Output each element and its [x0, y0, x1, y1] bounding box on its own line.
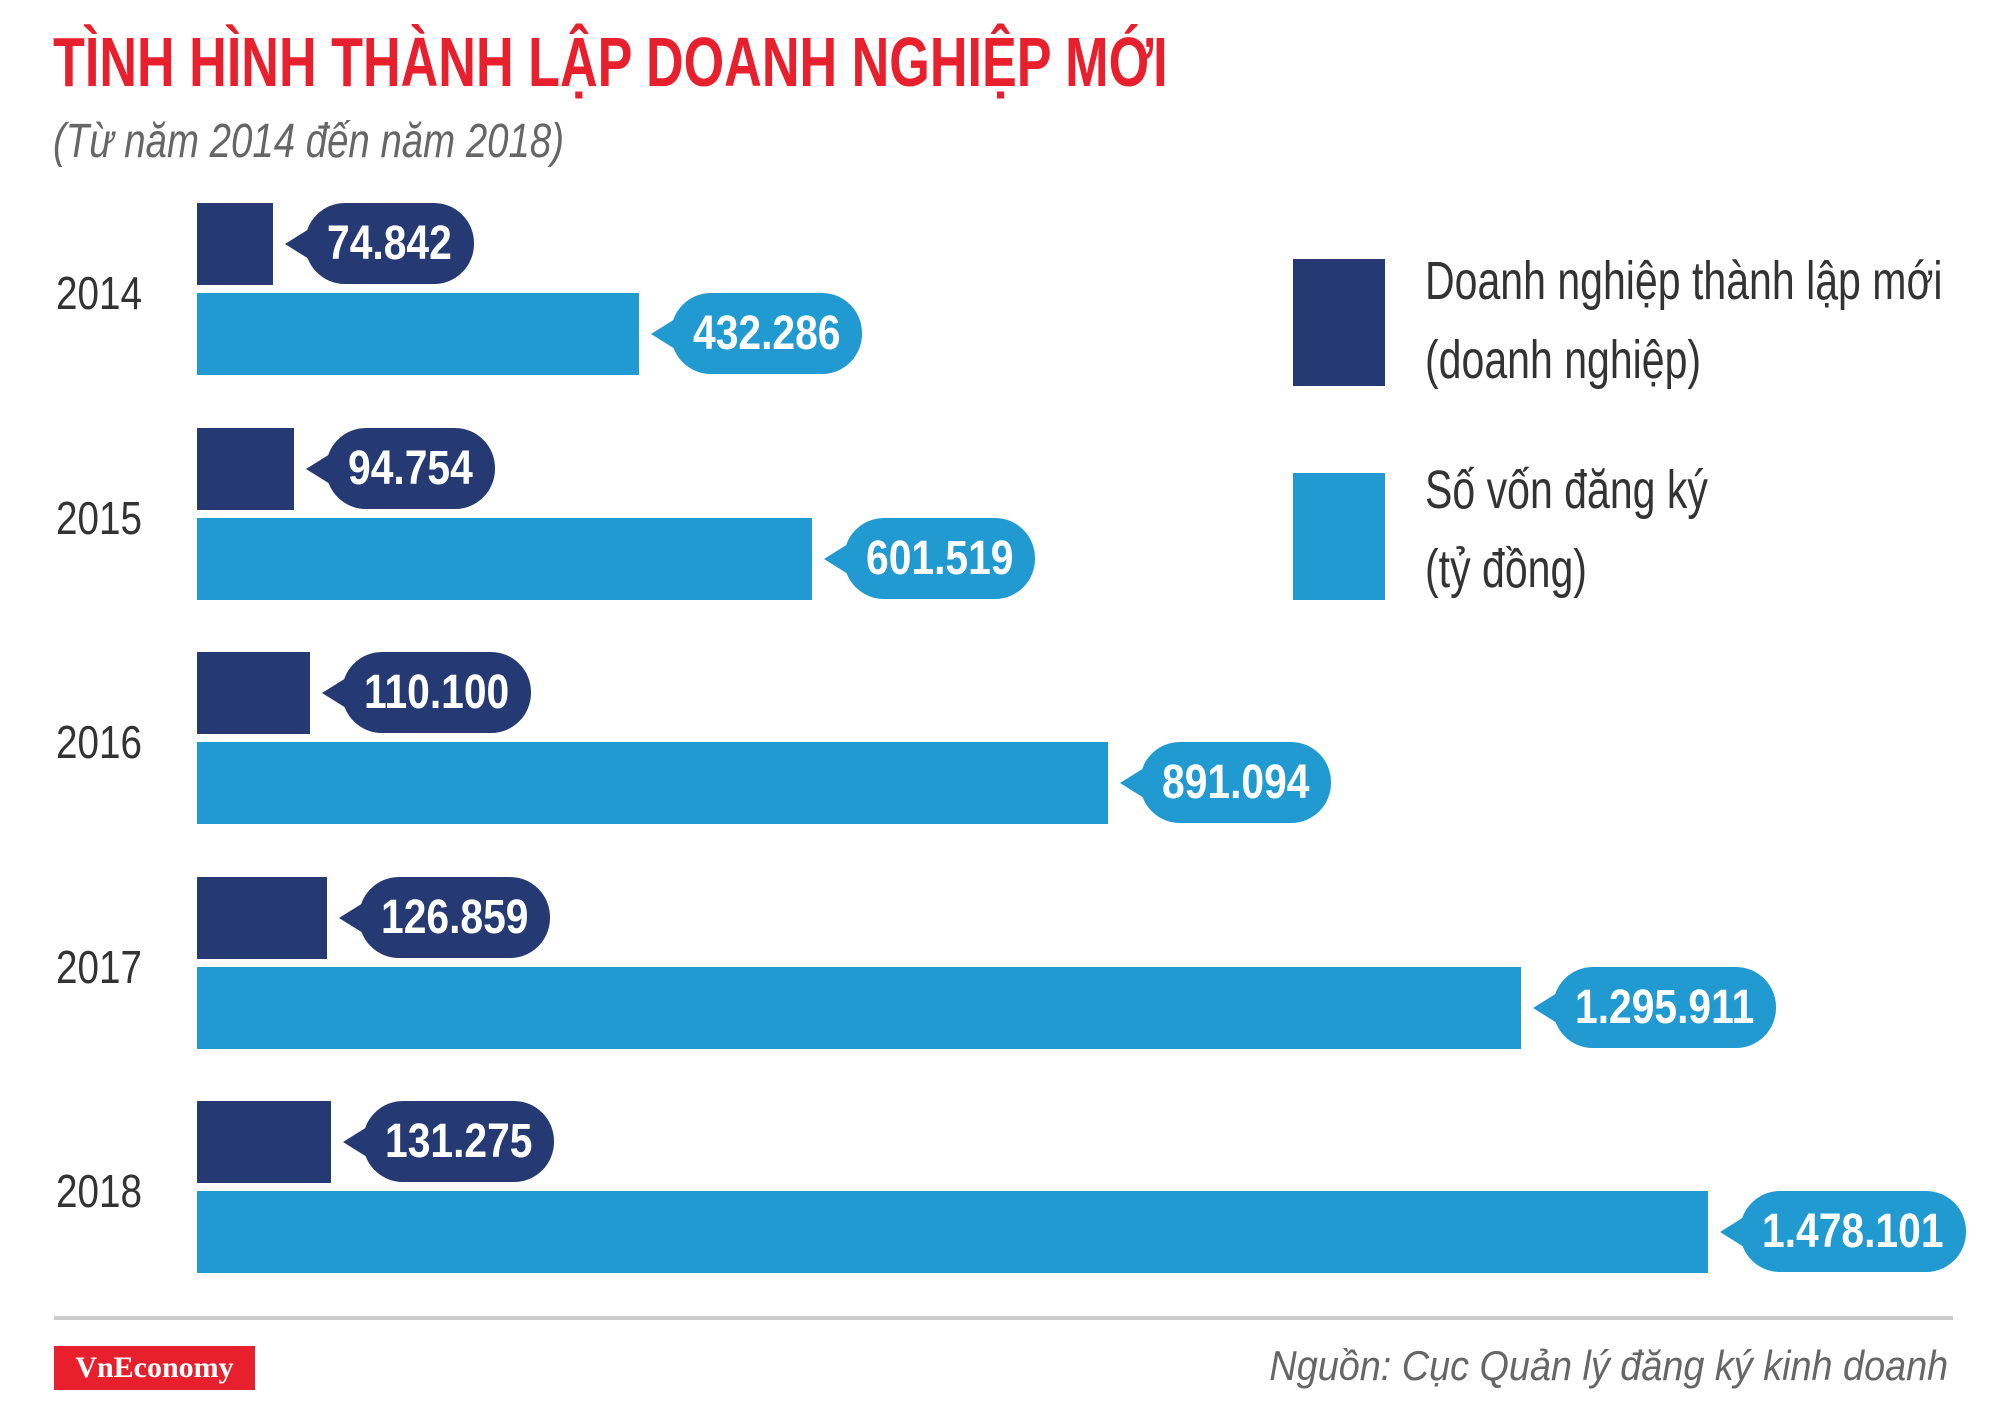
bar-registered-capital: [197, 966, 1521, 1049]
value-label-bubble: 1.478.101: [1720, 1191, 1966, 1272]
bubble-pointer: [306, 453, 330, 484]
source-note-text: Nguồn: Cục Quản lý đăng ký kinh doanh: [1269, 1342, 1948, 1389]
value-label-bubble: 432.286: [651, 293, 862, 374]
legend-line: (doanh nghiệp): [1425, 330, 1702, 390]
year-label-text: 2016: [56, 716, 142, 768]
value-label: 94.754: [348, 441, 473, 495]
value-label-bubble: 891.094: [1120, 742, 1331, 823]
legend-swatch-blue: [1293, 473, 1385, 600]
legend-label-new-enterprises: Doanh nghiệp thành lập mới (doanh nghiệp…: [1425, 242, 2000, 400]
value-label: 126.859: [381, 890, 529, 944]
legend-line: (tỷ đồng): [1425, 539, 1587, 599]
chart-subtitle: (Từ năm 2014 đến năm 2018): [53, 112, 692, 172]
value-label-bubble: 601.519: [824, 517, 1035, 599]
legend-swatch-navy: [1293, 259, 1385, 386]
bubble-pointer: [1120, 768, 1144, 798]
value-label-bubble: 94.754: [306, 427, 495, 509]
chart-title-text: TÌNH HÌNH THÀNH LẬP DOANH NGHIỆP MỚI: [53, 23, 1168, 101]
bar-new-enterprises: [197, 876, 327, 959]
value-label: 74.842: [327, 217, 452, 270]
year-label: 2014: [56, 268, 158, 318]
value-label-bubble: 74.842: [285, 203, 474, 284]
year-label: 2016: [56, 717, 158, 767]
bubble-pointer: [339, 902, 363, 933]
bar-new-enterprises: [197, 203, 273, 285]
bubble-pointer: [322, 678, 346, 708]
value-label-bubble: 110.100: [322, 652, 531, 733]
value-label-bubble: 131.275: [343, 1101, 554, 1182]
bubble-pointer: [824, 543, 848, 574]
legend-label-registered-capital: Số vốn đăng ký (tỷ đồng): [1425, 451, 1797, 609]
value-label: 432.286: [693, 307, 841, 360]
bar-new-enterprises: [197, 1101, 331, 1183]
year-label-text: 2014: [56, 267, 142, 319]
value-label-bubble: 126.859: [339, 876, 550, 958]
year-label: 2015: [56, 493, 158, 543]
bar-registered-capital: [197, 1191, 1708, 1273]
bar-registered-capital: [197, 293, 639, 375]
bar-registered-capital: [197, 742, 1108, 824]
bar-new-enterprises: [197, 427, 294, 510]
value-label: 601.519: [866, 531, 1014, 585]
bar-registered-capital: [197, 517, 812, 600]
bubble-pointer: [1533, 992, 1557, 1023]
value-label: 131.275: [385, 1115, 533, 1168]
vneconomy-logo: VnEconomy: [54, 1346, 255, 1390]
year-label-text: 2017: [56, 940, 142, 993]
bubble-pointer: [343, 1127, 367, 1157]
chart-title: TÌNH HÌNH THÀNH LẬP DOANH NGHIỆP MỚI: [53, 22, 1549, 102]
source-note: Nguồn: Cục Quản lý đăng ký kinh doanh: [1194, 1338, 1948, 1394]
bubble-pointer: [651, 319, 675, 349]
value-label: 1.295.911: [1575, 980, 1755, 1034]
bubble-pointer: [1720, 1217, 1744, 1247]
year-label-text: 2018: [56, 1165, 142, 1217]
value-label: 110.100: [364, 666, 510, 719]
year-label-text: 2015: [56, 491, 142, 544]
legend-line: Số vốn đăng ký: [1425, 460, 1708, 520]
value-label-bubble: 1.295.911: [1533, 966, 1776, 1048]
value-label: 1.478.101: [1762, 1205, 1944, 1258]
bar-new-enterprises: [197, 652, 310, 734]
legend-line: Doanh nghiệp thành lập mới: [1425, 251, 1943, 311]
chart-subtitle-text: (Từ năm 2014 đến năm 2018): [53, 115, 565, 168]
footer-divider: [54, 1316, 1953, 1320]
bubble-pointer: [285, 229, 309, 259]
year-label: 2018: [56, 1166, 158, 1216]
year-label: 2017: [56, 942, 158, 992]
value-label: 891.094: [1162, 756, 1310, 809]
